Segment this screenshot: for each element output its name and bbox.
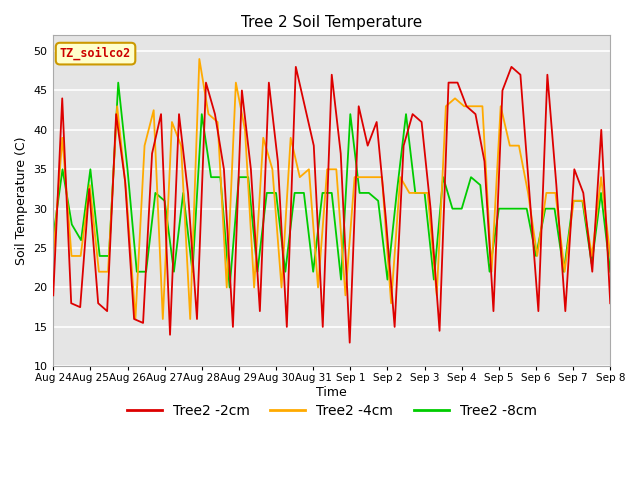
X-axis label: Time: Time — [316, 386, 347, 399]
Y-axis label: Soil Temperature (C): Soil Temperature (C) — [15, 136, 28, 265]
Title: Tree 2 Soil Temperature: Tree 2 Soil Temperature — [241, 15, 422, 30]
Legend: Tree2 -2cm, Tree2 -4cm, Tree2 -8cm: Tree2 -2cm, Tree2 -4cm, Tree2 -8cm — [121, 399, 542, 424]
Text: TZ_soilco2: TZ_soilco2 — [60, 47, 131, 60]
